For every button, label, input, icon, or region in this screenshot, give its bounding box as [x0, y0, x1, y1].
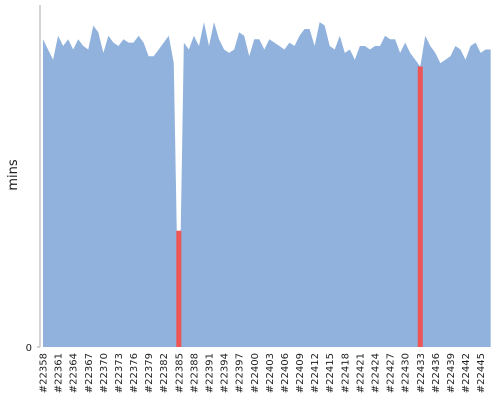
x-tick-label: #22361: [54, 353, 65, 393]
x-tick-label: #22391: [204, 353, 215, 393]
x-tick-label: #22367: [84, 353, 95, 393]
x-tick-label: #22388: [189, 353, 200, 393]
x-tick-label: #22427: [386, 353, 397, 393]
x-tick-label: #22409: [295, 353, 306, 393]
y-axis-label: mins: [6, 159, 21, 191]
x-tick-label: #22397: [235, 353, 246, 393]
x-tick-label: #22358: [39, 353, 50, 393]
x-tick-label: #22418: [340, 353, 351, 393]
x-tick-label: #22382: [159, 353, 170, 393]
x-tick-label: #22415: [325, 353, 336, 393]
x-tick-label: #22442: [461, 353, 472, 393]
x-tick-label: #22370: [99, 353, 110, 393]
x-tick-label: #22445: [476, 353, 487, 393]
x-tick-label: #22379: [144, 353, 155, 393]
x-tick-label: #22439: [446, 353, 457, 393]
x-tick-label: #22424: [370, 353, 381, 393]
x-tick-label: #22373: [114, 353, 125, 393]
x-tick-label: #22406: [280, 353, 291, 393]
failed-bar: [176, 230, 182, 347]
area: [43, 22, 491, 347]
x-tick-label: #22403: [265, 353, 276, 393]
x-tick-label: #22412: [310, 353, 321, 393]
x-tick-label: #22364: [69, 353, 80, 393]
x-tick-label: #22376: [129, 353, 140, 393]
x-tick-label: #22436: [431, 353, 442, 393]
x-tick-label: #22385: [174, 353, 185, 393]
x-tick-label: #22421: [355, 353, 366, 393]
y-tick-label: 0: [26, 343, 32, 354]
x-tick-label: #22433: [416, 353, 427, 393]
x-tick-label: #22394: [220, 353, 231, 393]
failed-bar: [417, 66, 423, 347]
x-tick-label: #22400: [250, 353, 261, 393]
x-tick-label: #22430: [401, 353, 412, 393]
